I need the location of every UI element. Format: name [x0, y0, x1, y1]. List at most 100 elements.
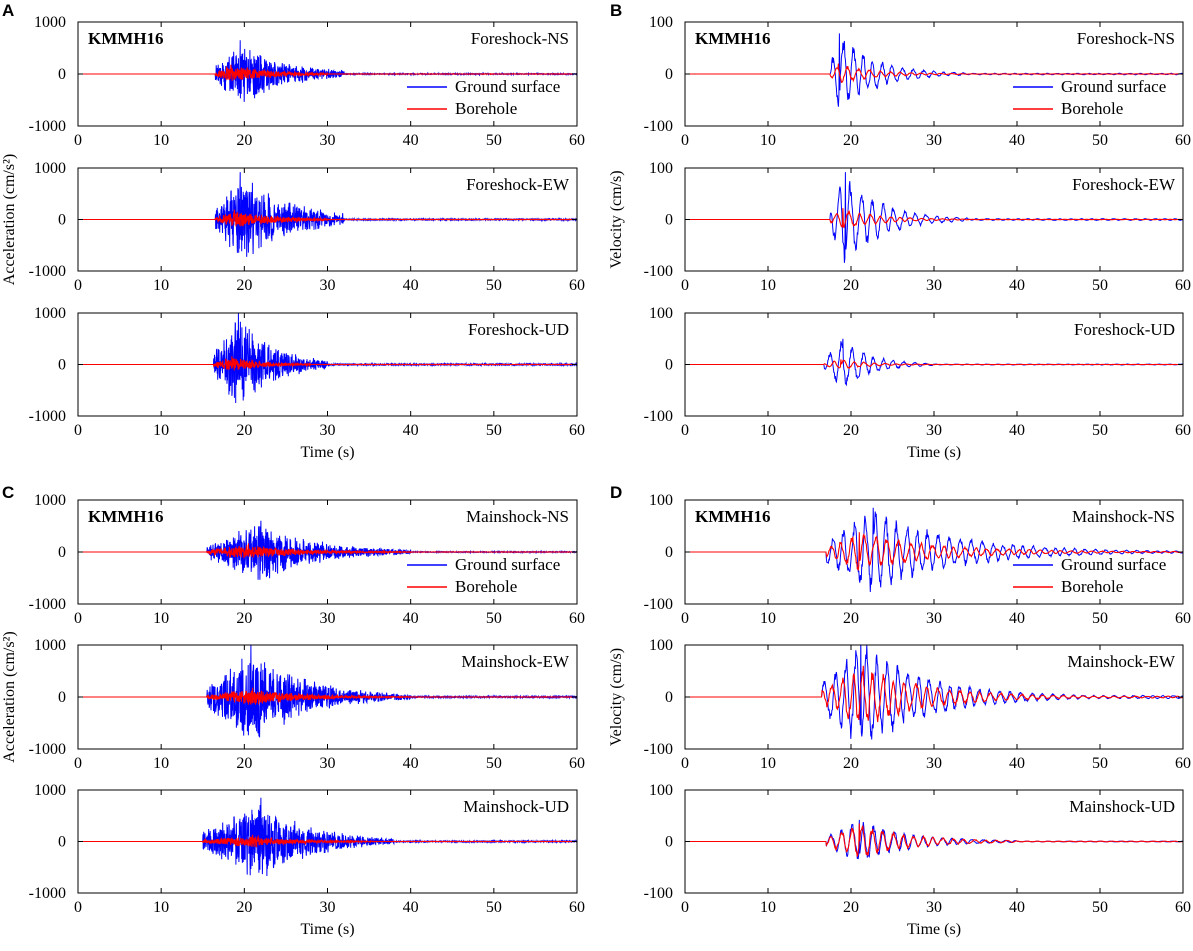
- legend-entry: Borehole: [455, 577, 517, 596]
- panel-letter-a: A: [2, 1, 14, 20]
- x-tick-label: 10: [760, 610, 776, 627]
- subplot-a-foreshock-ns: 0 10 20 30 40 50 60 -1000 0 1000 Foreshock-NS KMMH1…: [29, 14, 585, 149]
- component-label: Foreshock-NS: [471, 29, 569, 48]
- y-tick-label: 100: [649, 14, 673, 31]
- x-tick-label: 0: [74, 755, 82, 772]
- x-tick-label: 10: [760, 132, 776, 149]
- y-tick-label: 0: [58, 689, 66, 706]
- x-tick-label: 40: [1009, 899, 1025, 916]
- y-tick-label: 0: [58, 66, 66, 83]
- y-tick-label: -1000: [29, 885, 66, 902]
- x-axis-title: Time (s): [907, 921, 961, 938]
- x-axis-title: Time (s): [907, 444, 961, 461]
- x-tick-label: 30: [320, 899, 336, 916]
- x-tick-label: 20: [236, 277, 252, 294]
- subplot-d-mainshock-ew: 0 10 20 30 40 50 60 -100 0 100 Mainshock-EW Velocit…: [608, 637, 1191, 772]
- x-tick-label: 60: [1175, 899, 1191, 916]
- x-tick-label: 40: [403, 132, 419, 149]
- y-tick-label: 100: [649, 305, 673, 322]
- series-line-borehole: [685, 359, 1183, 370]
- y-tick-label: 1000: [34, 492, 66, 509]
- station-label: KMMH16: [695, 507, 771, 526]
- component-label: Mainshock-NS: [466, 507, 569, 526]
- y-tick-label: 100: [649, 782, 673, 799]
- y-axis-title: Acceleration (cm/s²): [1, 154, 18, 285]
- subplot-b-foreshock-ns: 0 10 20 30 40 50 60 -100 0 100 Foreshock-NS KMMH16 G…: [644, 14, 1191, 149]
- subplot-c-mainshock-ud: 0 10 20 30 40 50 60 -1000 0 1000 Mainshock-UD Time …: [29, 782, 585, 938]
- x-tick-label: 20: [843, 132, 859, 149]
- x-tick-label: 0: [681, 610, 689, 627]
- x-tick-label: 30: [320, 422, 336, 439]
- series-line-borehole: [78, 356, 577, 371]
- x-axis-title: Time (s): [300, 921, 354, 938]
- x-tick-label: 10: [760, 277, 776, 294]
- series-line-borehole: [78, 64, 577, 81]
- x-tick-label: 40: [1009, 277, 1025, 294]
- x-tick-label: 50: [486, 610, 502, 627]
- x-tick-label: 10: [153, 899, 169, 916]
- x-tick-label: 60: [569, 277, 585, 294]
- x-tick-label: 60: [569, 899, 585, 916]
- x-tick-label: 40: [1009, 422, 1025, 439]
- component-label: Mainshock-EW: [461, 652, 570, 671]
- component-label: Foreshock-NS: [1077, 29, 1175, 48]
- x-tick-label: 30: [320, 277, 336, 294]
- x-tick-label: 50: [1092, 755, 1108, 772]
- x-tick-label: 60: [569, 755, 585, 772]
- x-tick-label: 10: [760, 422, 776, 439]
- x-axis-title: Time (s): [300, 444, 354, 461]
- y-tick-label: 0: [58, 212, 66, 229]
- x-tick-label: 20: [236, 610, 252, 627]
- component-label: Foreshock-UD: [1074, 320, 1175, 339]
- y-tick-label: 0: [665, 689, 673, 706]
- x-tick-label: 30: [320, 755, 336, 772]
- x-tick-label: 40: [403, 277, 419, 294]
- x-tick-label: 30: [320, 610, 336, 627]
- x-tick-label: 0: [74, 610, 82, 627]
- x-tick-label: 40: [403, 755, 419, 772]
- x-tick-label: 10: [153, 132, 169, 149]
- x-tick-label: 0: [681, 132, 689, 149]
- x-tick-label: 10: [153, 610, 169, 627]
- x-tick-label: 60: [1175, 277, 1191, 294]
- y-tick-label: -1000: [29, 741, 66, 758]
- series-line-borehole: [685, 208, 1183, 229]
- y-axis-title: Velocity (cm/s): [608, 170, 625, 268]
- subplot-c-mainshock-ew: 0 10 20 30 40 50 60 -1000 0 1000 Mainshock-EW Accel…: [1, 631, 585, 772]
- y-tick-label: -1000: [29, 118, 66, 135]
- x-tick-label: 20: [843, 755, 859, 772]
- x-tick-label: 30: [926, 422, 942, 439]
- x-tick-label: 50: [486, 132, 502, 149]
- legend: Ground surface Borehole: [1013, 77, 1166, 118]
- y-tick-label: -100: [644, 118, 673, 135]
- x-tick-label: 20: [236, 422, 252, 439]
- subplot-a-foreshock-ew: 0 10 20 30 40 50 60 -1000 0 1000 Foreshock-EW Accel…: [1, 154, 585, 294]
- series-line-borehole: [685, 823, 1183, 857]
- x-tick-label: 50: [486, 755, 502, 772]
- y-tick-label: 0: [665, 544, 673, 561]
- x-tick-label: 0: [74, 422, 82, 439]
- series-line-borehole: [685, 63, 1183, 84]
- legend: Ground surface Borehole: [1013, 555, 1166, 596]
- y-tick-label: -1000: [29, 263, 66, 280]
- component-label: Mainshock-UD: [1069, 797, 1175, 816]
- x-tick-label: 50: [486, 422, 502, 439]
- legend-entry: Borehole: [1061, 99, 1123, 118]
- legend-entry: Ground surface: [1061, 77, 1166, 96]
- legend-entry: Borehole: [1061, 577, 1123, 596]
- component-label: Foreshock-EW: [1072, 175, 1176, 194]
- y-tick-label: -1000: [29, 596, 66, 613]
- panel-letter-b: B: [610, 1, 622, 20]
- x-tick-label: 20: [843, 899, 859, 916]
- x-tick-label: 0: [74, 277, 82, 294]
- series-line-borehole: [78, 209, 577, 227]
- series-line-borehole: [685, 665, 1183, 723]
- subplot-d-mainshock-ns: 0 10 20 30 40 50 60 -100 0 100 Mainshock-NS KMMH16 G…: [644, 492, 1191, 627]
- x-tick-label: 0: [681, 277, 689, 294]
- series-line-borehole: [78, 834, 577, 848]
- x-tick-label: 0: [681, 422, 689, 439]
- x-tick-label: 0: [74, 132, 82, 149]
- y-axis-title: Acceleration (cm/s²): [1, 631, 18, 762]
- y-tick-label: 1000: [34, 14, 66, 31]
